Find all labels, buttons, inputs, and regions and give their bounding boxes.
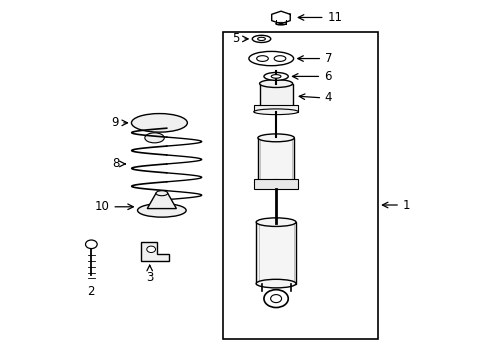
Ellipse shape — [256, 56, 268, 62]
Text: 9: 9 — [111, 116, 118, 129]
Ellipse shape — [256, 218, 295, 226]
Ellipse shape — [257, 180, 294, 188]
Text: 10: 10 — [94, 200, 109, 213]
Ellipse shape — [253, 109, 298, 114]
Bar — [259, 84, 292, 109]
Text: 4: 4 — [324, 91, 331, 104]
Text: 6: 6 — [323, 70, 330, 83]
Circle shape — [146, 246, 155, 252]
Text: 7: 7 — [325, 52, 332, 65]
Ellipse shape — [248, 51, 293, 66]
Ellipse shape — [156, 191, 167, 196]
Ellipse shape — [131, 113, 187, 132]
Ellipse shape — [137, 203, 186, 217]
Ellipse shape — [257, 37, 265, 41]
Circle shape — [85, 240, 97, 249]
Polygon shape — [147, 193, 176, 208]
Bar — [222, 32, 377, 339]
Text: 2: 2 — [87, 285, 95, 298]
Ellipse shape — [252, 35, 270, 42]
Ellipse shape — [259, 80, 292, 87]
Text: 1: 1 — [402, 198, 409, 212]
Circle shape — [270, 294, 281, 303]
Polygon shape — [141, 242, 169, 261]
Bar — [253, 105, 298, 112]
Bar — [256, 222, 295, 284]
Text: 8: 8 — [112, 157, 119, 170]
Text: 3: 3 — [146, 271, 153, 284]
Text: 11: 11 — [327, 11, 343, 24]
Ellipse shape — [264, 72, 287, 80]
Circle shape — [264, 290, 287, 307]
Ellipse shape — [274, 56, 285, 62]
Bar — [257, 138, 294, 184]
Bar — [254, 179, 297, 189]
Text: 5: 5 — [232, 32, 239, 45]
Ellipse shape — [256, 279, 295, 288]
Ellipse shape — [144, 133, 164, 143]
Ellipse shape — [257, 134, 294, 142]
Ellipse shape — [271, 75, 281, 78]
